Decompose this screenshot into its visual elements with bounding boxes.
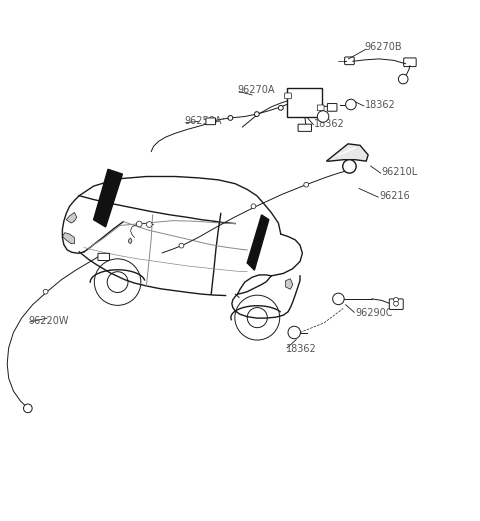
FancyBboxPatch shape <box>345 57 354 65</box>
Text: 18362: 18362 <box>365 100 396 109</box>
Circle shape <box>394 301 398 306</box>
FancyBboxPatch shape <box>206 118 216 125</box>
Text: 96250A: 96250A <box>185 116 222 126</box>
Text: 96270B: 96270B <box>365 42 402 52</box>
Circle shape <box>398 75 408 84</box>
FancyBboxPatch shape <box>287 88 322 117</box>
Circle shape <box>146 221 152 227</box>
Polygon shape <box>286 279 293 289</box>
FancyBboxPatch shape <box>285 93 291 99</box>
FancyBboxPatch shape <box>404 58 416 67</box>
Circle shape <box>333 293 344 305</box>
Text: 96290C: 96290C <box>355 308 393 318</box>
Circle shape <box>278 105 283 110</box>
Circle shape <box>254 111 259 117</box>
Circle shape <box>288 326 300 339</box>
Circle shape <box>251 204 256 208</box>
FancyBboxPatch shape <box>98 253 109 260</box>
Circle shape <box>304 182 309 187</box>
Circle shape <box>317 111 329 122</box>
Text: 96216: 96216 <box>379 191 410 201</box>
FancyBboxPatch shape <box>317 105 324 111</box>
Circle shape <box>346 99 356 110</box>
Polygon shape <box>94 169 122 227</box>
Polygon shape <box>247 215 269 270</box>
Circle shape <box>136 221 142 227</box>
Text: 96270A: 96270A <box>238 85 275 95</box>
Text: 18362: 18362 <box>286 344 316 354</box>
Text: 96220W: 96220W <box>29 316 69 326</box>
Circle shape <box>24 404 32 413</box>
Text: 18362: 18362 <box>314 119 345 129</box>
Polygon shape <box>66 213 77 223</box>
Circle shape <box>228 116 233 120</box>
Polygon shape <box>62 233 74 244</box>
Circle shape <box>343 160 356 173</box>
Polygon shape <box>326 144 368 161</box>
Circle shape <box>43 289 48 294</box>
FancyBboxPatch shape <box>298 124 312 131</box>
Polygon shape <box>129 238 132 244</box>
FancyBboxPatch shape <box>327 104 337 111</box>
Circle shape <box>179 243 184 248</box>
FancyBboxPatch shape <box>389 299 403 309</box>
Text: 96210L: 96210L <box>382 167 418 177</box>
Circle shape <box>394 297 398 302</box>
